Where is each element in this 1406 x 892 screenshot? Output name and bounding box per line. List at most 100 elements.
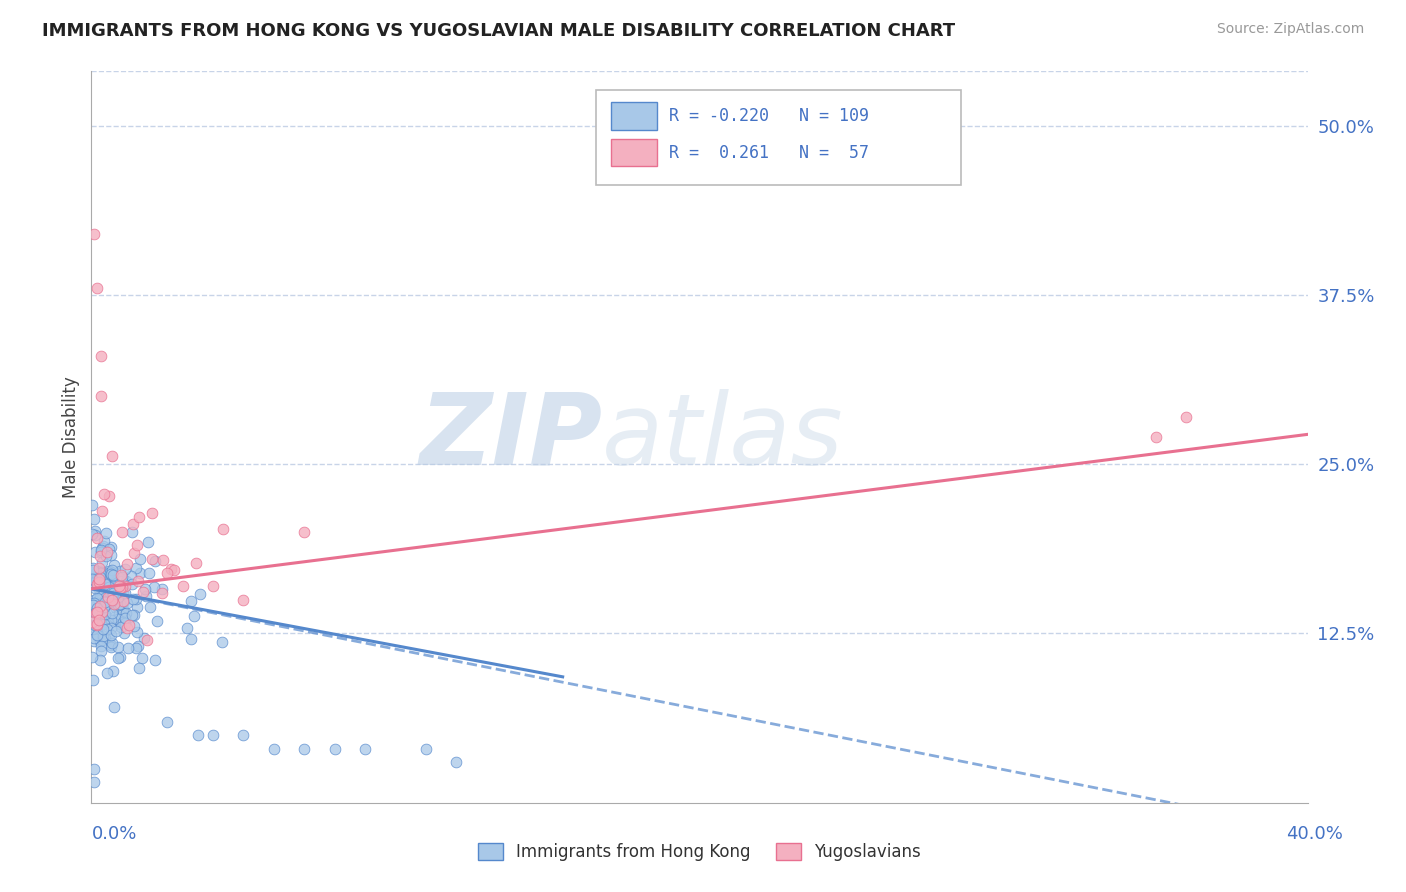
Point [89, 602, 111, 616]
Point [111, 594, 134, 608]
Point [91, 622, 114, 636]
Point [118, 618, 141, 632]
Point [107, 612, 129, 626]
Point [104, 624, 127, 639]
Point [110, 597, 132, 611]
Point [184, 556, 207, 570]
Point [83, 762, 105, 776]
Point [145, 614, 167, 628]
Point [83, 620, 105, 634]
Point [87, 582, 110, 596]
Point [132, 585, 155, 599]
Point [87, 572, 110, 586]
Point [1144, 430, 1167, 444]
Point [82, 561, 104, 575]
Point [90, 591, 112, 606]
Point [143, 580, 166, 594]
Point [117, 640, 139, 655]
Point [101, 592, 124, 607]
FancyBboxPatch shape [610, 102, 657, 130]
Point [108, 588, 131, 602]
Point [83, 578, 105, 592]
Point [103, 700, 125, 714]
Point [127, 600, 149, 615]
Point [90, 605, 112, 619]
Point [100, 621, 122, 635]
Point [86, 616, 108, 631]
Point [122, 592, 145, 607]
Point [82, 599, 104, 613]
Point [107, 640, 129, 654]
Point [117, 558, 139, 572]
Point [91, 629, 114, 643]
Point [94, 566, 117, 580]
Point [87, 613, 110, 627]
Point [188, 587, 211, 601]
Point [96, 615, 118, 630]
Point [172, 579, 194, 593]
Point [83, 775, 105, 789]
Point [86, 618, 108, 632]
Point [90, 633, 112, 648]
Point [83, 227, 105, 241]
Point [94, 525, 117, 540]
Point [263, 741, 285, 756]
Point [97, 564, 120, 578]
Point [89, 549, 111, 563]
Point [89, 588, 111, 602]
Point [125, 625, 148, 640]
Point [323, 741, 346, 756]
Point [90, 611, 112, 625]
Text: 0.0%: 0.0% [91, 825, 136, 843]
Point [211, 634, 233, 648]
Point [97, 590, 120, 604]
Point [100, 613, 122, 627]
Point [86, 594, 108, 608]
Point [212, 522, 235, 536]
Point [84, 599, 107, 613]
Point [90, 640, 112, 654]
Point [232, 592, 254, 607]
Point [110, 617, 132, 632]
Point [94, 609, 117, 624]
Point [110, 564, 132, 578]
Point [129, 566, 152, 581]
Point [86, 574, 108, 588]
Point [115, 621, 138, 635]
Point [100, 563, 122, 577]
Point [87, 594, 110, 608]
Point [96, 545, 118, 559]
Point [93, 616, 115, 631]
Point [232, 728, 254, 742]
Point [93, 539, 115, 553]
Point [87, 574, 110, 589]
Point [93, 487, 115, 501]
Point [93, 607, 115, 622]
Point [101, 586, 124, 600]
Point [100, 565, 122, 579]
Point [183, 608, 205, 623]
Point [89, 570, 111, 584]
Point [187, 728, 209, 742]
Point [150, 582, 173, 596]
Point [112, 626, 135, 640]
Point [100, 548, 122, 562]
Point [1174, 409, 1197, 424]
Point [103, 596, 125, 610]
Point [125, 591, 148, 606]
Point [114, 586, 136, 600]
Point [107, 599, 129, 613]
Point [127, 574, 149, 588]
Point [84, 599, 107, 613]
Point [83, 631, 105, 645]
Point [101, 567, 124, 582]
Point [100, 541, 122, 555]
Point [90, 644, 112, 658]
Point [110, 597, 132, 611]
Point [91, 604, 114, 618]
Point [110, 568, 132, 582]
Point [80, 615, 103, 629]
Point [82, 498, 104, 512]
Point [141, 552, 163, 566]
Point [104, 584, 127, 599]
